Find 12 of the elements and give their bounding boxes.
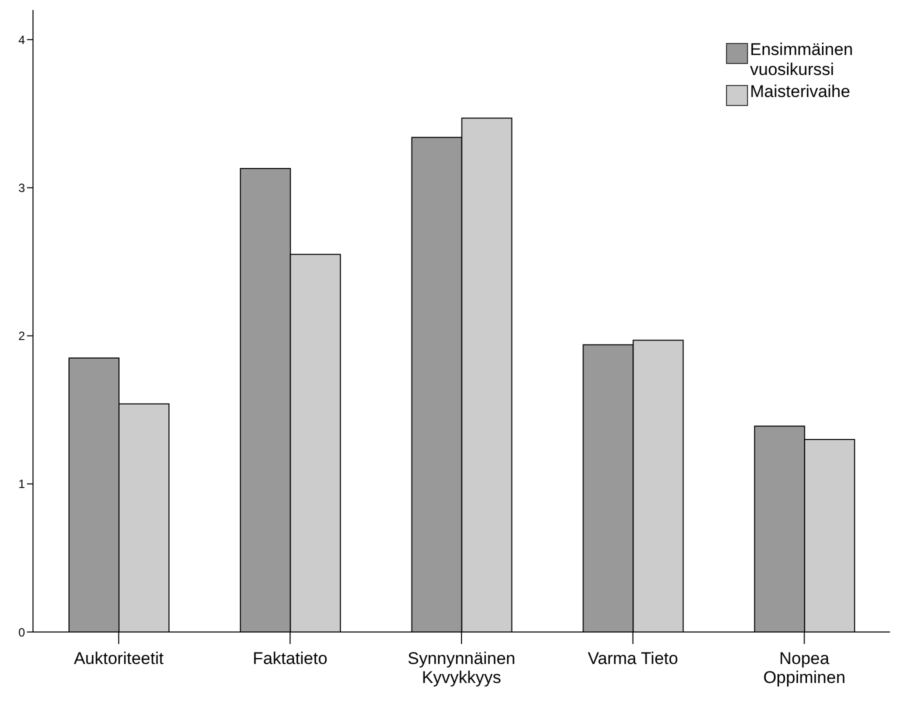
x-tick-label: Nopea Oppiminen [763, 649, 846, 687]
y-tick-label: 2 [18, 329, 26, 344]
legend-label: Ensimmäinen vuosikurssi [750, 40, 853, 80]
y-tick-label: 4 [18, 32, 26, 47]
x-tick-label: Auktoriteetit [74, 649, 164, 668]
x-tick-label: Synnynnäinen Kyvykkyys [408, 649, 516, 687]
x-tick-label: Faktatieto [252, 649, 328, 668]
y-tick-label: 0 [18, 625, 26, 640]
y-tick-label: 3 [18, 180, 26, 195]
x-tick-label: Varma Tieto [588, 649, 678, 668]
y-tick-label: 1 [18, 477, 26, 492]
legend-label: Maisterivaihe [750, 82, 850, 102]
